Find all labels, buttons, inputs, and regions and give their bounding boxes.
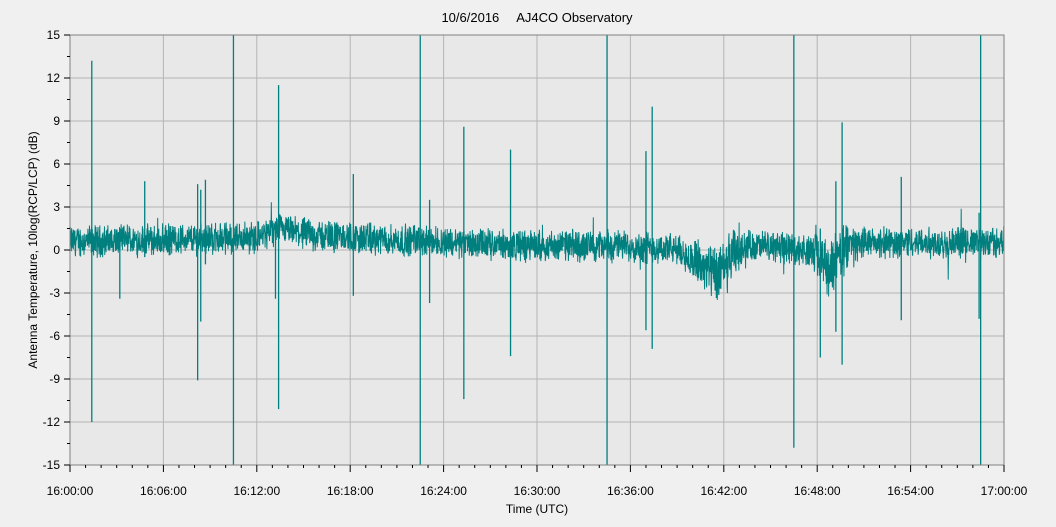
x-axis: 16:00:00 16:06:00 16:12:00 16:18:00 16:24:00… <box>47 465 1028 498</box>
x-tick-label: 16:24:00 <box>420 484 467 498</box>
y-tick-label: 3 <box>53 200 60 214</box>
x-tick-label: 16:42:00 <box>700 484 747 498</box>
y-tick-label: -12 <box>43 415 61 429</box>
y-tick-label: -9 <box>49 372 60 386</box>
x-tick-label: 16:00:00 <box>47 484 94 498</box>
x-tick-label: 16:48:00 <box>794 484 841 498</box>
y-tick-label: 9 <box>53 114 60 128</box>
title-site: AJ4CO Observatory <box>516 10 633 25</box>
x-tick-label: 16:36:00 <box>607 484 654 498</box>
y-tick-label: 6 <box>53 157 60 171</box>
y-tick-label: 0 <box>53 243 60 257</box>
title-date: 10/6/2016 <box>441 10 499 25</box>
x-tick-label: 16:12:00 <box>233 484 280 498</box>
chart-title: 10/6/2016 AJ4CO Observatory <box>441 10 633 25</box>
y-tick-label: -3 <box>49 286 60 300</box>
x-tick-label: 16:54:00 <box>887 484 934 498</box>
signal-line <box>69 202 1005 300</box>
y-axis: 15 12 9 6 3 0 -3 -6 -9 -12 -15 <box>43 28 70 472</box>
y-tick-label: 15 <box>47 28 61 42</box>
y-tick-label: -6 <box>49 329 60 343</box>
x-tick-label: 16:18:00 <box>327 484 374 498</box>
y-axis-label: Antenna Temperature, 10log(RCP/LCP) (dB) <box>26 131 40 368</box>
x-tick-label: 16:06:00 <box>140 484 187 498</box>
x-axis-label: Time (UTC) <box>506 502 568 516</box>
x-tick-label: 17:00:00 <box>981 484 1028 498</box>
y-tick-label: -15 <box>43 458 61 472</box>
x-tick-label: 16:30:00 <box>514 484 561 498</box>
y-tick-label: 12 <box>47 71 61 85</box>
signal-trace <box>69 202 1005 300</box>
signal-spikes <box>91 35 982 465</box>
